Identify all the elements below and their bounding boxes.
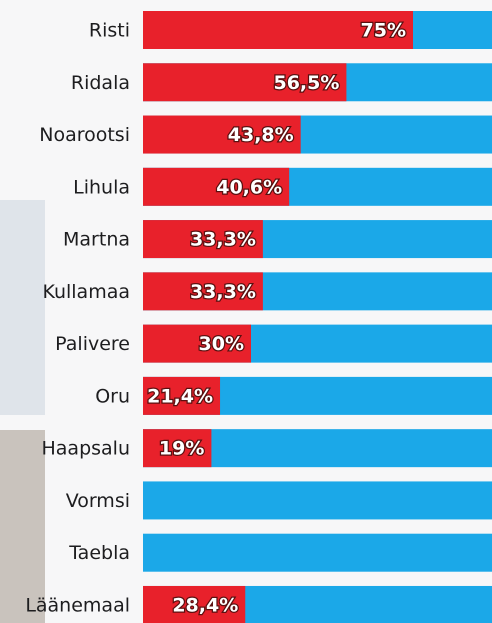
track-bar (143, 481, 492, 519)
chart: Risti 75% Ridala 56,5% Noarootsi 43,8% Lihula 4… (0, 0, 492, 623)
category-label: Vormsi (66, 490, 130, 512)
category-label: Martna (63, 229, 130, 251)
value-label: 33,3% (190, 281, 256, 303)
value-label: 56,5% (273, 72, 339, 94)
value-label: 43,8% (228, 124, 294, 146)
value-label: 21,4% (147, 385, 213, 407)
value-label: 19% (159, 438, 204, 460)
value-label: 28,4% (172, 594, 238, 616)
category-label: Taebla (68, 542, 130, 564)
value-label: 30% (199, 333, 244, 355)
value-label: 40,6% (216, 176, 282, 198)
category-label: Palivere (55, 333, 130, 355)
category-label: Noarootsi (39, 124, 130, 146)
photo-fragment (0, 200, 45, 415)
category-label: Ridala (71, 72, 130, 94)
category-label: Oru (95, 385, 130, 407)
category-label: Läänemaal (25, 594, 130, 616)
value-label: 33,3% (190, 229, 256, 251)
category-label: Haapsalu (42, 438, 131, 460)
track-bar (143, 534, 492, 572)
value-label: 75% (361, 20, 406, 42)
category-label: Kullamaa (42, 281, 130, 303)
category-label: Risti (89, 20, 130, 42)
category-label: Lihula (73, 176, 130, 198)
